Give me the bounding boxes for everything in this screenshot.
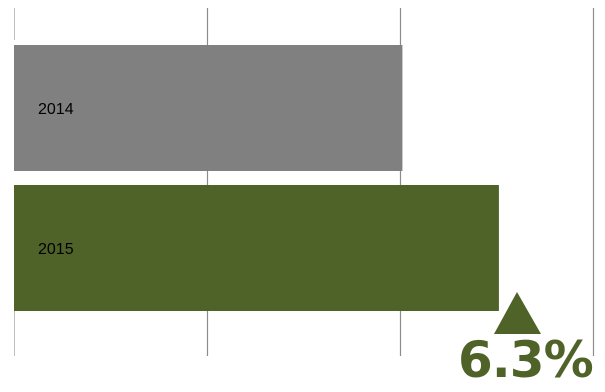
category-labels: 2014 2015 xyxy=(38,101,74,258)
bar-2015 xyxy=(14,185,499,311)
change-percent-label: 6.3% xyxy=(458,331,594,389)
bar-label-2015: 2015 xyxy=(38,241,74,258)
increase-arrow-icon xyxy=(494,292,541,334)
bar-2014 xyxy=(14,45,403,171)
bars xyxy=(14,45,499,311)
bar-label-2014: 2014 xyxy=(38,101,74,118)
